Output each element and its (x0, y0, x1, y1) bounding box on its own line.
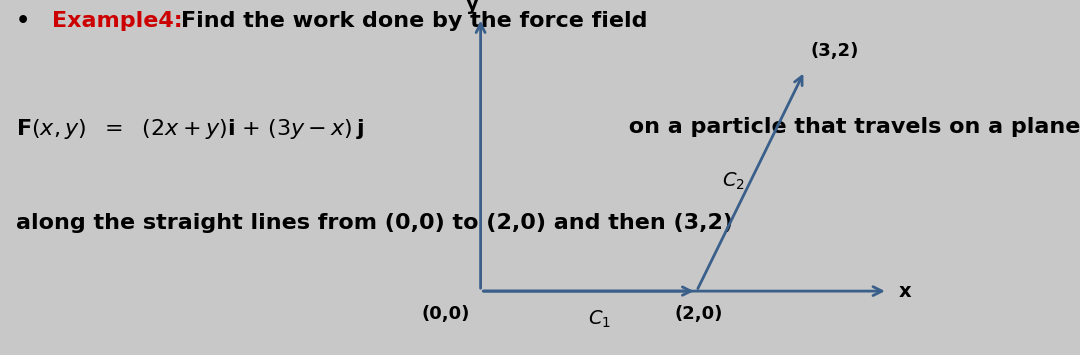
Text: $\bf{F}$$(x, y)$  $=$  $(2x + y)\bf{i}$ $+$ $(3y - x)\,\bf{j}$: $\bf{F}$$(x, y)$ $=$ $(2x + y)\bf{i}$ $+… (16, 117, 364, 141)
Text: (0,0): (0,0) (421, 305, 470, 323)
Text: x: x (899, 282, 912, 301)
Text: Find the work done by the force field: Find the work done by the force field (181, 11, 648, 31)
Text: $C_1$: $C_1$ (588, 309, 611, 330)
Text: (3,2): (3,2) (810, 42, 859, 60)
Text: $C_2$: $C_2$ (723, 170, 745, 192)
Text: Example4:: Example4: (52, 11, 183, 31)
Text: on a particle that travels on a plane: on a particle that travels on a plane (621, 117, 1080, 137)
Text: along the straight lines from (0,0) to (2,0) and then (3,2): along the straight lines from (0,0) to (… (16, 213, 733, 233)
Text: y: y (465, 0, 478, 14)
Text: (2,0): (2,0) (675, 305, 723, 323)
Text: •: • (16, 11, 30, 31)
